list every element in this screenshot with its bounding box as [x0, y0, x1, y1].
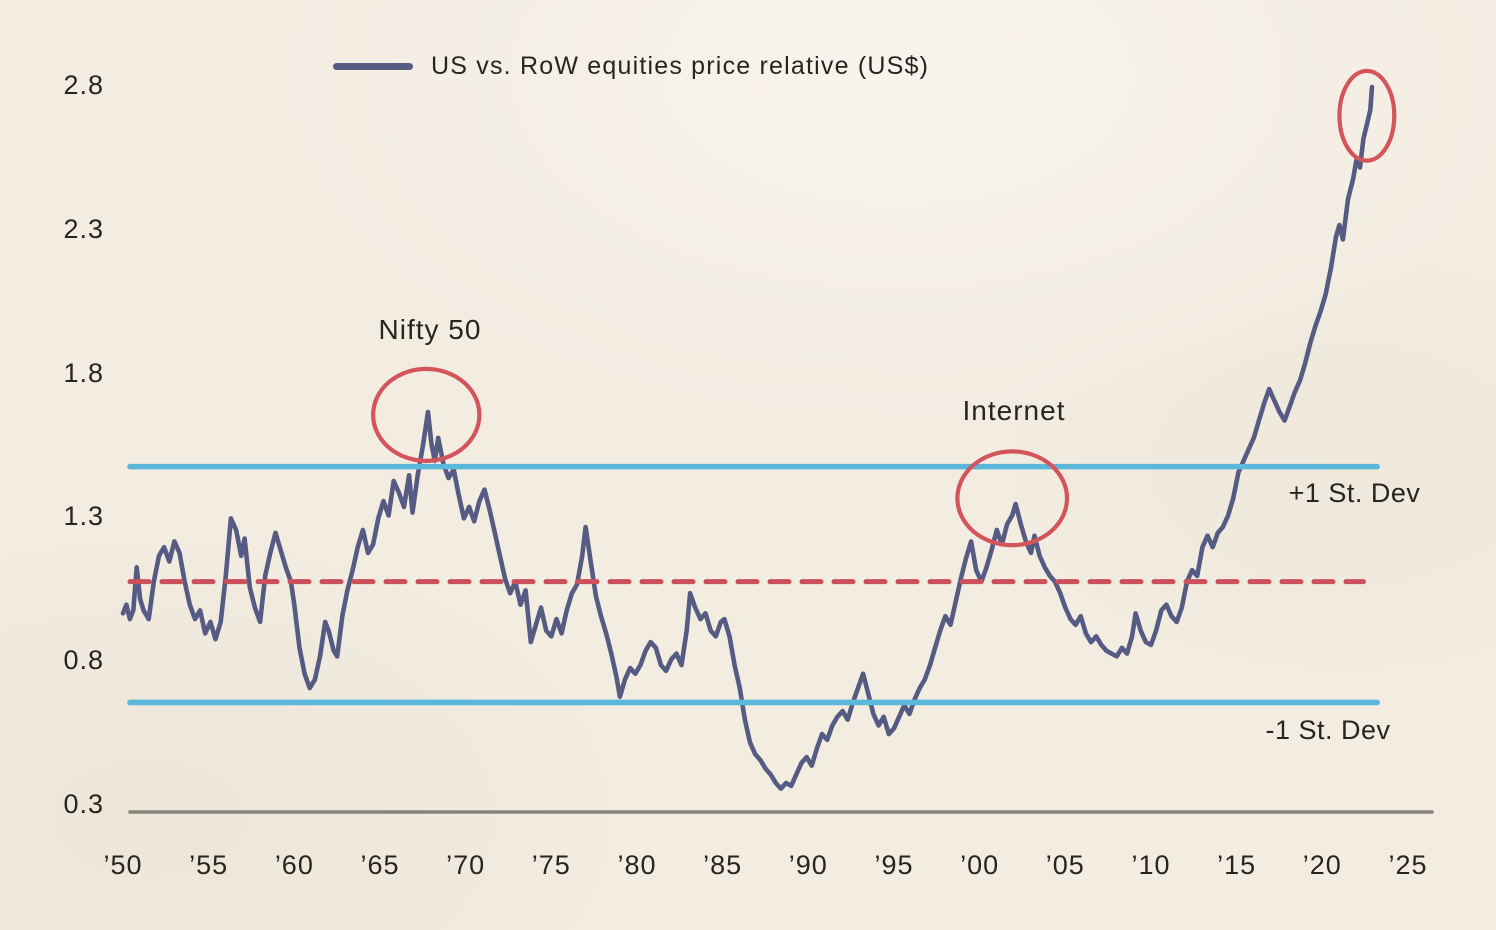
x-tick-label: ’60 [274, 850, 314, 880]
x-tick-label: ’65 [360, 850, 400, 880]
y-tick-label: 0.8 [63, 645, 104, 676]
y-tick-label: 2.8 [63, 70, 104, 100]
x-tick-label: ’20 [1302, 850, 1342, 880]
x-tick-label: ’95 [874, 850, 914, 880]
y-tick-label: 1.8 [63, 357, 104, 388]
x-tick-label: ’50 [103, 850, 143, 880]
x-tick-label: ’15 [1217, 850, 1257, 880]
x-tick-label: ’90 [788, 850, 828, 880]
current-peak-ellipse [1337, 68, 1397, 163]
series-line-us-vs-row [120, 84, 1375, 792]
annotation-nifty50-label: Nifty 50 [378, 314, 482, 345]
x-tick-label: ’00 [960, 850, 1000, 880]
legend: US vs. RoW equities price relative (US$) [333, 52, 929, 81]
y-tick-label: 0.3 [63, 789, 104, 819]
x-tick-label: ’70 [446, 850, 486, 880]
nifty50-ellipse [371, 366, 482, 463]
annotation-internet-label: Internet [962, 395, 1066, 426]
y-tick-label: 1.3 [63, 501, 104, 532]
x-tick-label: ’55 [189, 850, 229, 880]
x-tick-label: ’80 [617, 850, 657, 880]
x-tick-label: ’75 [531, 850, 571, 880]
legend-line-swatch [333, 63, 413, 70]
x-tick-label: ’05 [1045, 850, 1085, 880]
x-tick-label: ’10 [1131, 850, 1171, 880]
legend-label: US vs. RoW equities price relative (US$) [431, 52, 930, 80]
minus-1-stdev-label: -1 St. Dev [1265, 715, 1391, 745]
x-tick-label: ’85 [703, 850, 743, 880]
x-tick-label: ’25 [1388, 850, 1428, 880]
internet-ellipse [955, 449, 1070, 548]
plus-1-stdev-label: +1 St. Dev [1288, 478, 1421, 508]
y-tick-label: 2.3 [63, 213, 104, 244]
